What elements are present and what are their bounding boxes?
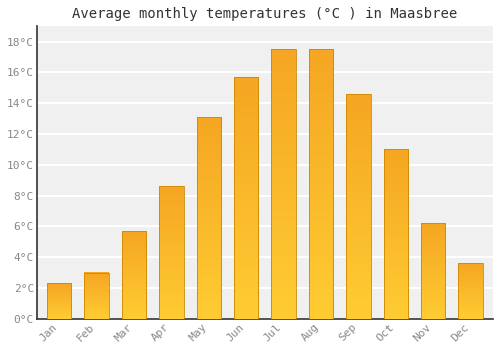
- Bar: [122, 231, 146, 319]
- Bar: [384, 149, 408, 319]
- Bar: [47, 284, 72, 319]
- Bar: [159, 187, 184, 319]
- Bar: [346, 94, 370, 319]
- Bar: [272, 49, 295, 319]
- Bar: [309, 49, 333, 319]
- Bar: [84, 273, 108, 319]
- Bar: [458, 264, 483, 319]
- Bar: [421, 223, 446, 319]
- Title: Average monthly temperatures (°C ) in Maasbree: Average monthly temperatures (°C ) in Ma…: [72, 7, 458, 21]
- Bar: [196, 117, 221, 319]
- Bar: [234, 77, 258, 319]
